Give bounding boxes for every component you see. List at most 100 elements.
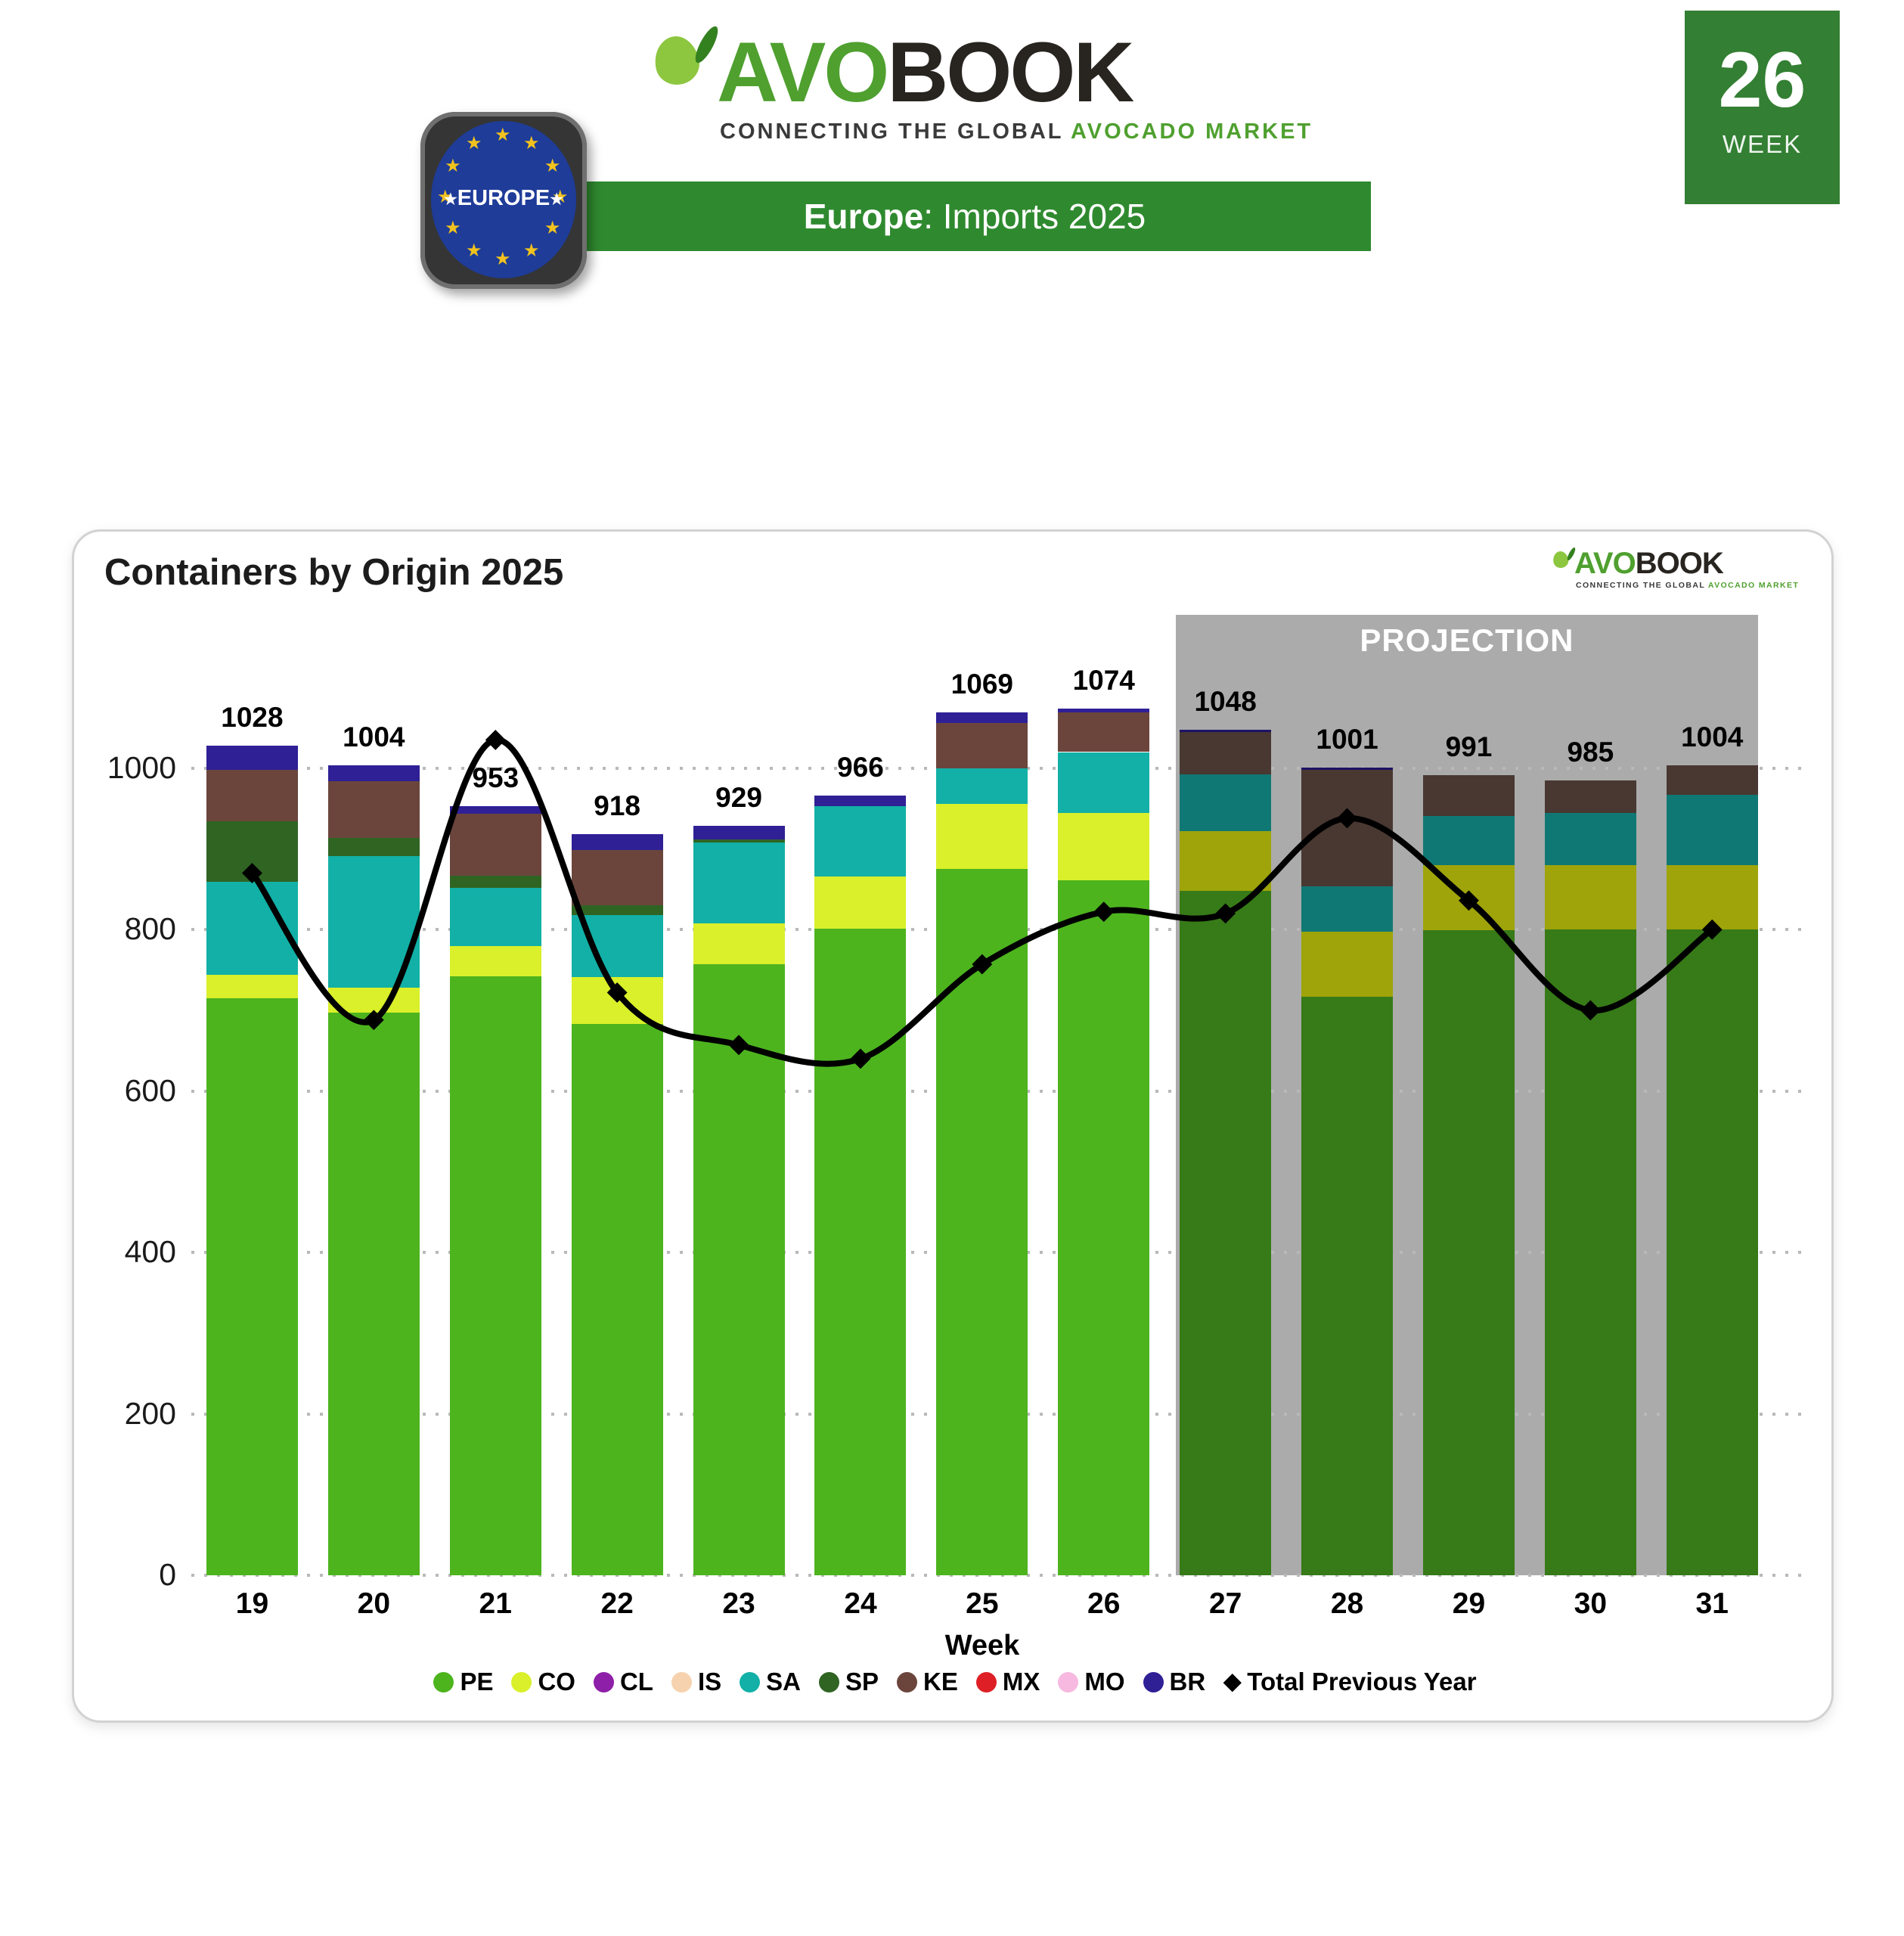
total-label-week-21: 953 <box>472 762 519 793</box>
avobook-logo: AVOBOOK CONNECTING THE GLOBAL AVOCADO MA… <box>650 23 1310 144</box>
legend-dot-sp <box>819 1671 839 1692</box>
previous-year-marker-week-27 <box>1215 903 1236 924</box>
bar-week-29 <box>1422 615 1515 1575</box>
segment-co-week-21 <box>449 945 541 977</box>
segment-sa-week-31 <box>1666 795 1758 865</box>
bar-week-31 <box>1666 615 1758 1575</box>
banner-region: Europe <box>803 197 924 236</box>
segment-ke-week-30 <box>1544 780 1636 813</box>
previous-year-curve <box>250 737 1714 1067</box>
legend-item-cl: CL <box>593 1668 653 1696</box>
previous-year-marker-week-30 <box>1580 1000 1601 1021</box>
star-icon: ★ <box>466 240 482 261</box>
total-label-week-31: 1004 <box>1681 721 1744 752</box>
segment-pe-week-26 <box>1058 880 1150 1575</box>
x-tick-week-25: 25 <box>966 1587 999 1620</box>
region-banner: Europe: Imports 2025 <box>578 182 1371 251</box>
x-tick-week-21: 21 <box>479 1587 512 1620</box>
bar-week-27 <box>1180 615 1272 1575</box>
star-icon: ★ <box>495 125 511 145</box>
segment-ke-week-22 <box>571 849 663 906</box>
segment-sp-week-22 <box>571 905 663 915</box>
x-axis-label: Week <box>944 1630 1020 1661</box>
segment-pe-week-20 <box>327 1013 420 1575</box>
legend-item-total-previous-year: ◆ Total Previous Year <box>1223 1668 1477 1696</box>
star-icon: ★ <box>466 132 482 154</box>
segment-br-week-23 <box>693 825 785 839</box>
legend-dot-pe <box>433 1671 454 1692</box>
band-week-21: 953 21 <box>435 615 557 1620</box>
tagline-green: AVOCADO MARKET <box>1070 119 1313 144</box>
segment-sa-week-23 <box>693 842 785 923</box>
logo-book: BOOK <box>887 25 1134 119</box>
segment-co-week-25 <box>936 803 1028 870</box>
bar-week-23 <box>693 615 785 1575</box>
banner-rest: : Imports 2025 <box>923 197 1146 236</box>
y-tick-200: 200 <box>124 1395 176 1431</box>
previous-year-marker-week-24 <box>850 1048 871 1069</box>
logo-avo: AVO <box>717 25 889 119</box>
segment-ke-week-29 <box>1422 775 1515 816</box>
segment-pe-week-22 <box>571 1024 663 1575</box>
bar-week-30 <box>1544 615 1636 1575</box>
projection-label: PROJECTION <box>1360 622 1574 658</box>
chart-title: Containers by Origin 2025 <box>104 552 564 593</box>
segment-sa-week-25 <box>936 768 1028 804</box>
segment-ke-week-21 <box>449 813 541 876</box>
europe-label: ★EUROPE★ <box>443 186 564 211</box>
star-icon: ★ <box>544 156 561 176</box>
segment-ke-week-19 <box>206 769 298 822</box>
segment-ke-week-25 <box>936 723 1028 768</box>
star-icon: ★ <box>495 249 511 269</box>
segment-ke-week-20 <box>327 780 420 838</box>
gridline-0 <box>191 1574 1809 1577</box>
x-tick-week-23: 23 <box>722 1587 755 1620</box>
legend-item-ke: KE <box>897 1668 958 1696</box>
star-icon: ★ <box>437 187 454 207</box>
total-label-week-29: 991 <box>1445 731 1493 763</box>
bar-week-28 <box>1301 615 1394 1575</box>
total-label-week-19: 1028 <box>221 701 284 733</box>
segment-sp-week-21 <box>449 875 541 888</box>
segment-pe-week-23 <box>693 964 785 1575</box>
plot-area: PROJECTION 0 200 400 600 800 1000 1028 19 1004 2… <box>107 615 1809 1620</box>
x-tick-week-31: 31 <box>1695 1587 1729 1620</box>
segment-pe-week-19 <box>206 997 298 1575</box>
week-label: WEEK <box>1722 130 1803 158</box>
previous-year-marker-week-28 <box>1337 808 1357 829</box>
bar-week-26 <box>1058 615 1150 1575</box>
bar-week-22 <box>571 615 663 1575</box>
legend-dot-is <box>671 1671 692 1692</box>
legend-dot-ke <box>897 1671 918 1692</box>
eu-flag-circle: ★ ★ ★ ★ ★ ★ ★ ★ ★ ★ ★ ★ ★EUROPE★ <box>431 121 576 278</box>
band-week-20: 1004 20 <box>313 615 435 1620</box>
tagline-dark: CONNECTING THE GLOBAL <box>720 119 1063 144</box>
segment-co-week-31 <box>1666 864 1758 930</box>
band-week-22: 918 22 <box>557 615 678 1620</box>
segment-br-week-25 <box>936 712 1028 723</box>
x-tick-week-28: 28 <box>1330 1587 1364 1620</box>
star-icon: ★ <box>550 191 564 209</box>
x-tick-week-27: 27 <box>1208 1587 1242 1620</box>
segment-br-week-21 <box>449 805 541 814</box>
x-tick-week-20: 20 <box>357 1587 391 1620</box>
band-week-25: 1069 25 <box>921 615 1043 1620</box>
star-icon: ★ <box>552 187 569 207</box>
segment-co-week-24 <box>814 876 907 929</box>
diamond-icon: ◆ <box>1223 1669 1242 1694</box>
segment-pe-week-31 <box>1666 929 1758 1575</box>
star-icon: ★ <box>443 191 457 209</box>
week-badge: 26 WEEK <box>1685 11 1840 204</box>
logo-wordmark: AVOBOOK <box>717 25 1134 119</box>
week-number: 26 <box>1718 36 1806 124</box>
band-week-30: 985 30 <box>1530 615 1651 1620</box>
band-week-26: 1074 26 <box>1043 615 1164 1620</box>
bars-layer: 1028 19 1004 20 953 21 918 22 929 23 966 24 1069 25 10… <box>191 615 1773 1620</box>
legend-dot-cl <box>593 1671 614 1692</box>
segment-co-week-27 <box>1180 831 1272 891</box>
segment-pe-week-29 <box>1422 930 1515 1575</box>
legend-dot-sa <box>740 1671 761 1692</box>
segment-br-week-20 <box>327 765 420 781</box>
legend-dot-co <box>511 1671 532 1692</box>
logo-tagline: CONNECTING THE GLOBAL AVOCADO MARKET <box>650 119 1310 144</box>
